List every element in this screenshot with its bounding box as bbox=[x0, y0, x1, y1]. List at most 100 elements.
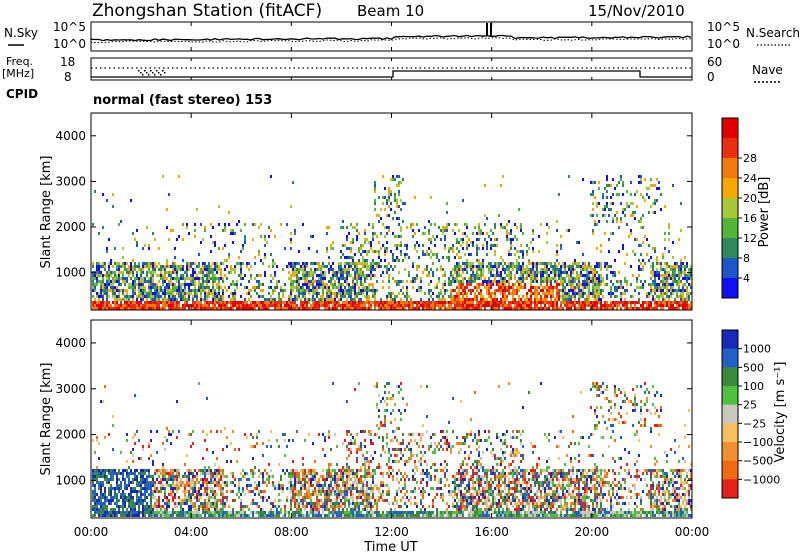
heatmap-cell bbox=[170, 472, 172, 475]
heatmap-cell bbox=[368, 301, 370, 304]
heatmap-cell bbox=[206, 283, 208, 286]
heatmap-cell bbox=[490, 295, 492, 298]
heatmap-cell bbox=[98, 496, 100, 499]
heatmap-cell bbox=[98, 295, 100, 298]
heatmap-cell bbox=[430, 241, 432, 244]
heatmap-cell bbox=[178, 292, 180, 295]
heatmap-cell bbox=[432, 307, 434, 310]
heatmap-cell bbox=[372, 265, 374, 268]
heatmap-cell bbox=[94, 304, 96, 307]
heatmap-cell bbox=[558, 262, 560, 265]
heatmap-cell bbox=[246, 307, 248, 310]
heatmap-cell bbox=[442, 286, 444, 289]
heatmap-cell bbox=[204, 280, 206, 283]
heatmap-cell bbox=[452, 307, 454, 310]
heatmap-cell bbox=[324, 283, 326, 286]
heatmap-cell bbox=[260, 490, 262, 493]
heatmap-cell bbox=[142, 445, 144, 448]
heatmap-cell bbox=[648, 292, 650, 295]
heatmap-cell bbox=[668, 298, 670, 301]
heatmap-cell bbox=[142, 286, 144, 289]
heatmap-cell bbox=[250, 289, 252, 292]
heatmap-cell bbox=[104, 472, 106, 475]
heatmap-cell bbox=[144, 301, 146, 304]
heatmap-cell bbox=[100, 280, 102, 283]
heatmap-cell bbox=[390, 250, 392, 253]
heatmap-cell bbox=[690, 292, 692, 295]
heatmap-cell bbox=[348, 271, 350, 274]
heatmap-cell bbox=[540, 277, 542, 280]
heatmap-cell bbox=[252, 286, 254, 289]
heatmap-cell bbox=[148, 511, 150, 514]
heatmap-cell bbox=[202, 493, 204, 496]
heatmap-cell bbox=[678, 277, 680, 280]
heatmap-cell bbox=[302, 274, 304, 277]
heatmap-cell bbox=[94, 301, 96, 304]
heatmap-cell bbox=[428, 307, 430, 310]
heatmap-cell bbox=[422, 301, 424, 304]
heatmap-cell bbox=[338, 268, 340, 271]
heatmap-cell bbox=[148, 442, 150, 445]
heatmap-cell bbox=[510, 307, 512, 310]
heatmap-cell bbox=[402, 292, 404, 295]
heatmap-cell bbox=[116, 505, 118, 508]
heatmap-cell bbox=[132, 298, 134, 301]
heatmap-cell bbox=[318, 283, 320, 286]
heatmap-cell bbox=[668, 274, 670, 277]
heatmap-cell bbox=[144, 262, 146, 265]
heatmap-cell bbox=[94, 289, 96, 292]
heatmap-cell bbox=[562, 307, 564, 310]
heatmap-cell bbox=[298, 289, 300, 292]
heatmap-cell bbox=[356, 304, 358, 307]
heatmap-cell bbox=[130, 487, 132, 490]
heatmap-cell bbox=[592, 214, 594, 217]
heatmap-cell bbox=[184, 307, 186, 310]
heatmap-cell bbox=[268, 301, 270, 304]
heatmap-cell bbox=[610, 286, 612, 289]
heatmap-cell bbox=[140, 277, 142, 280]
heatmap-cell bbox=[126, 268, 128, 271]
heatmap-cell bbox=[666, 283, 668, 286]
heatmap-cell bbox=[226, 307, 228, 310]
heatmap-cell bbox=[106, 292, 108, 295]
heatmap-cell bbox=[534, 274, 536, 277]
heatmap-cell bbox=[266, 301, 268, 304]
heatmap-cell bbox=[666, 289, 668, 292]
heatmap-cell bbox=[152, 307, 154, 310]
heatmap-cell bbox=[464, 289, 466, 292]
heatmap-cell bbox=[528, 289, 530, 292]
heatmap-cell bbox=[96, 280, 98, 283]
heatmap-cell bbox=[324, 304, 326, 307]
heatmap-cell bbox=[292, 280, 294, 283]
heatmap-cell bbox=[214, 511, 216, 514]
heatmap-cell bbox=[578, 307, 580, 310]
heatmap-cell bbox=[614, 304, 616, 307]
heatmap-cell bbox=[602, 289, 604, 292]
heatmap-cell bbox=[412, 229, 414, 232]
heatmap-cell bbox=[132, 274, 134, 277]
heatmap-cell bbox=[270, 430, 272, 433]
heatmap-cell bbox=[210, 496, 212, 499]
heatmap-cell bbox=[130, 469, 132, 472]
heatmap-cell bbox=[370, 277, 372, 280]
heatmap-cell bbox=[660, 208, 662, 211]
heatmap-cell bbox=[428, 253, 430, 256]
heatmap-cell bbox=[574, 298, 576, 301]
heatmap-cell bbox=[628, 301, 630, 304]
heatmap-cell bbox=[444, 229, 446, 232]
heatmap-cell bbox=[604, 232, 606, 235]
heatmap-cell bbox=[328, 304, 330, 307]
heatmap-cell bbox=[554, 268, 556, 271]
heatmap-cell bbox=[366, 286, 368, 289]
heatmap-cell bbox=[108, 433, 110, 436]
heatmap-cell bbox=[320, 295, 322, 298]
heatmap-cell bbox=[380, 298, 382, 301]
heatmap-cell bbox=[416, 250, 418, 253]
heatmap-cell bbox=[174, 484, 176, 487]
heatmap-cell bbox=[350, 292, 352, 295]
heatmap-cell bbox=[146, 490, 148, 493]
heatmap-cell bbox=[602, 208, 604, 211]
heatmap-cell bbox=[240, 229, 242, 232]
heatmap-cell bbox=[664, 277, 666, 280]
